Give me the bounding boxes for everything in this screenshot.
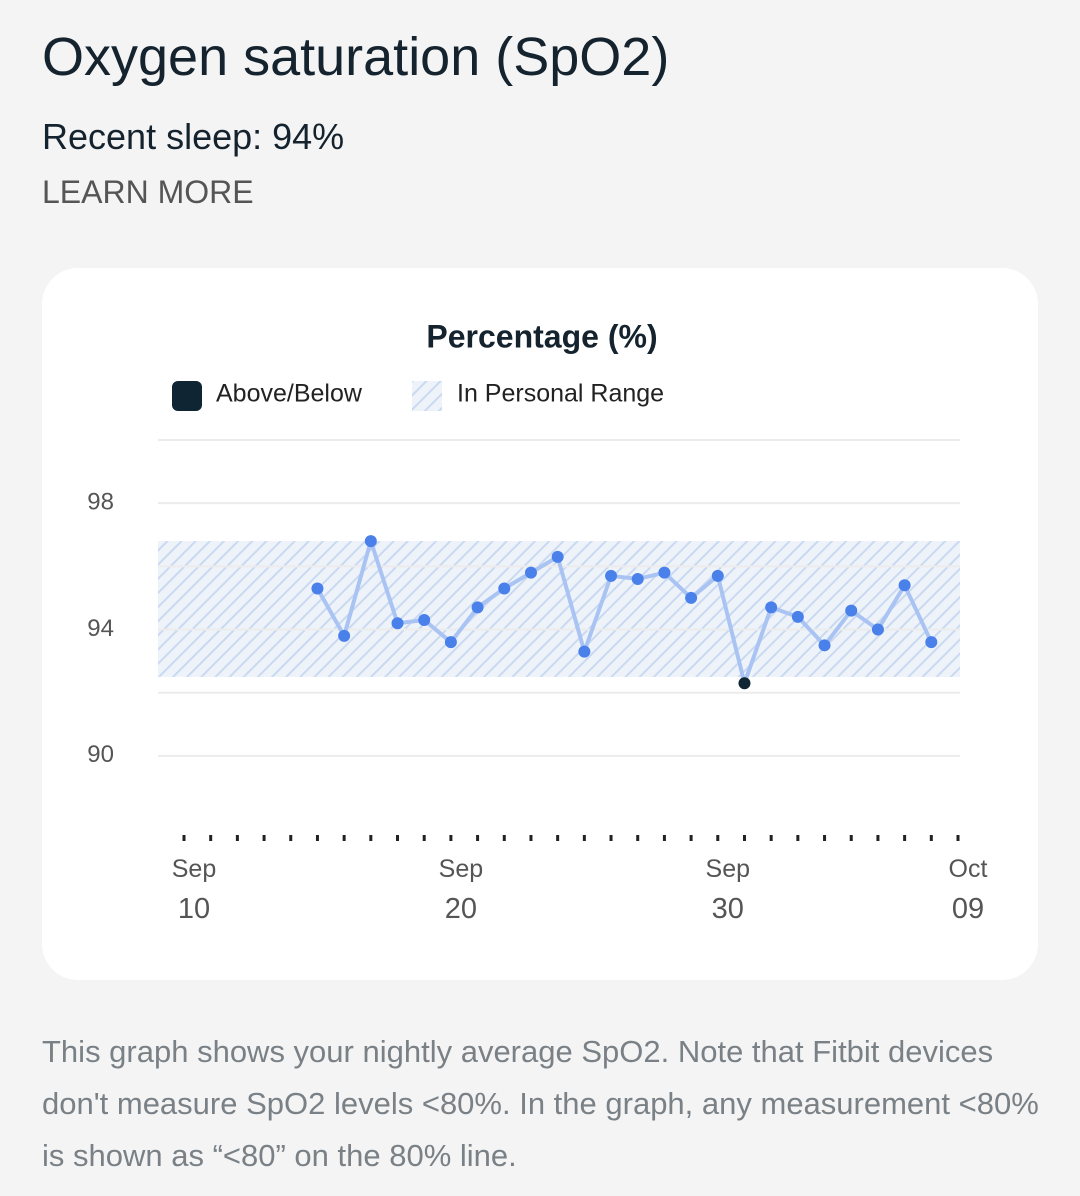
x-tick [289,835,293,841]
subtitle: Recent sleep: 94% [42,116,345,157]
x-tick-label: Sep 10 [172,855,216,925]
x-tick [742,835,746,841]
x-tick-label: Sep 20 [439,855,483,925]
x-tick [209,835,213,841]
data-point [818,639,831,652]
data-point [391,617,404,630]
y-tick-label: 90 [87,741,114,768]
data-point [898,579,911,592]
page-title: Oxygen saturation (SpO2) [42,27,670,87]
data-point [845,604,858,617]
data-point [444,636,457,649]
footnote: This graph shows your nightly average Sp… [42,1034,1039,1173]
x-tick [476,835,480,841]
x-tick [662,835,666,841]
x-tick [929,835,933,841]
x-tick [796,835,800,841]
x-tick [182,835,186,841]
data-point [311,582,324,595]
data-point [338,629,351,642]
data-point [765,601,778,614]
data-point [658,566,671,579]
x-tick-label-part: Sep [706,855,750,883]
x-tick [262,835,266,841]
learn-more-link[interactable]: LEARN MORE [42,174,254,210]
x-tick [689,835,693,841]
data-point [551,550,564,563]
x-tick [609,835,613,841]
x-tick [396,835,400,841]
data-point [685,591,698,604]
chart: Percentage (%) Above/Below In Personal Ra… [42,268,1038,980]
legend-swatch [172,381,202,411]
x-tick [235,835,239,841]
x-tick [502,835,506,841]
x-tick [636,835,640,841]
data-point [605,569,618,582]
x-tick-label: Oct 09 [949,855,988,925]
x-tick [449,835,453,841]
x-tick [315,835,319,841]
x-tick [422,835,426,841]
data-point [791,610,804,623]
x-tick-label-part: 20 [445,893,477,925]
x-tick-label-part: Sep [439,855,483,883]
x-tick [823,835,827,841]
legend-swatch [412,381,442,411]
x-tick [529,835,533,841]
data-point [418,614,431,627]
x-tick [369,835,373,841]
data-point [471,601,484,614]
x-tick [769,835,773,841]
data-point [631,572,644,585]
data-point [871,623,884,636]
data-point [524,566,537,579]
x-tick [849,835,853,841]
x-tick [716,835,720,841]
x-tick-label-part: 10 [178,893,210,925]
x-tick-label: Sep 30 [706,855,750,925]
y-tick-label: 98 [87,489,114,516]
data-point [925,636,938,649]
data-point [364,535,377,548]
legend-label: In Personal Range [457,380,664,408]
x-tick [556,835,560,841]
x-tick-label-part: Oct [949,855,988,883]
x-tick [903,835,907,841]
data-point [498,582,511,595]
y-tick-label: 94 [87,615,114,642]
x-tick [876,835,880,841]
data-point [578,645,591,658]
x-tick-label-part: 30 [712,893,744,925]
x-tick [342,835,346,841]
x-tick [582,835,586,841]
x-tick [956,835,960,841]
data-point [711,569,724,582]
data-point [738,677,751,690]
x-tick-label-part: 09 [952,893,984,925]
x-tick-label-part: Sep [172,855,216,883]
legend-label: Above/Below [216,380,363,408]
chart-title: Percentage (%) [426,318,657,354]
